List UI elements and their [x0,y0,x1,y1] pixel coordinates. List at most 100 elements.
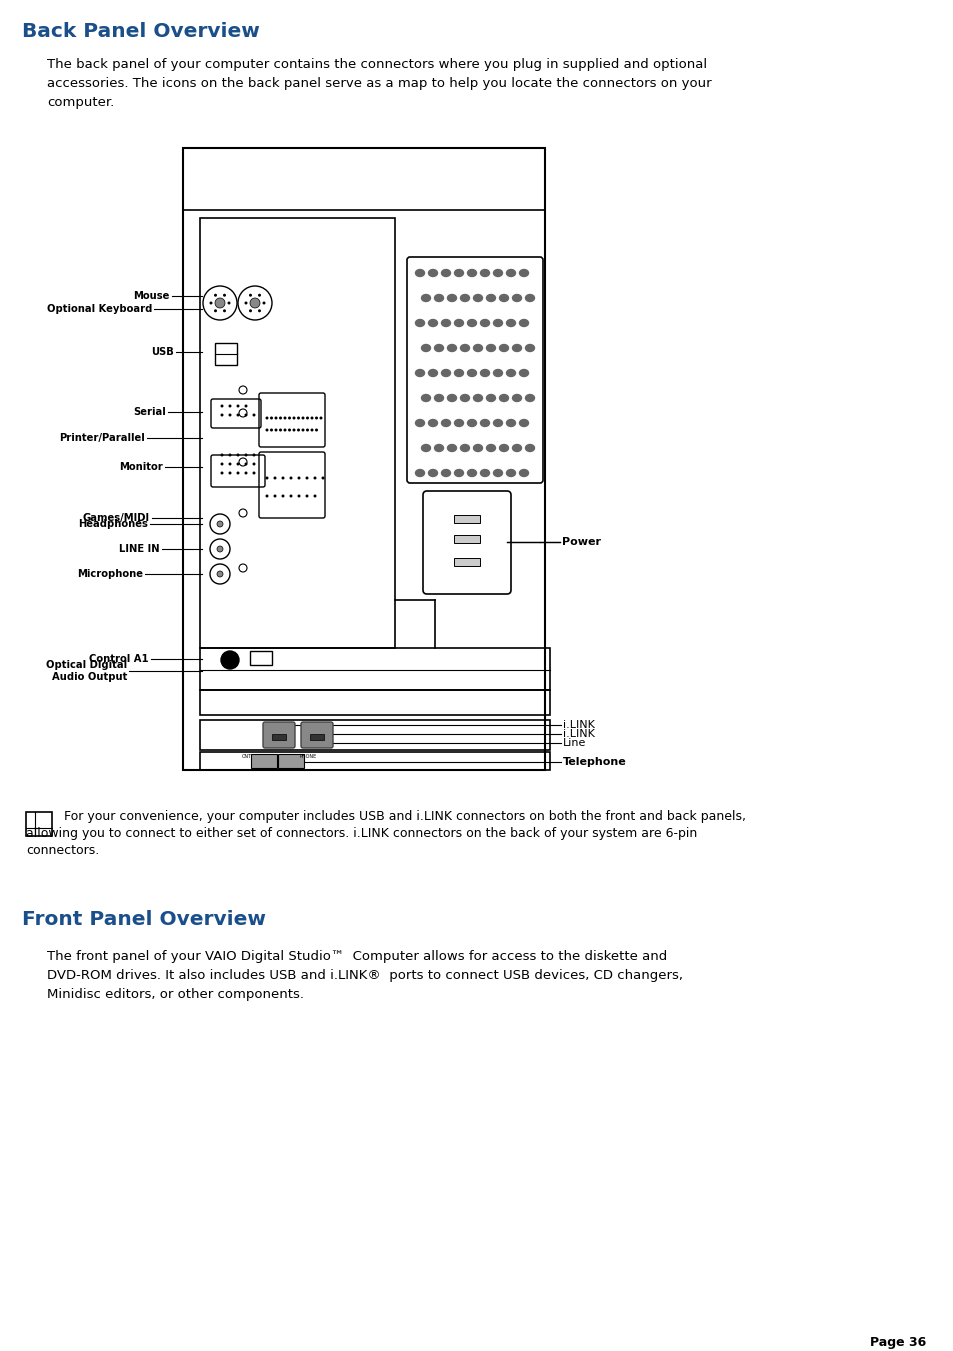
Circle shape [314,494,316,497]
Bar [200,690,550,715]
Circle shape [249,309,252,312]
Ellipse shape [447,394,456,401]
Circle shape [314,416,317,420]
Ellipse shape [486,295,495,301]
Ellipse shape [434,444,443,451]
Circle shape [223,309,226,312]
Circle shape [293,416,295,420]
Circle shape [257,293,261,297]
Circle shape [310,428,314,431]
Ellipse shape [506,420,515,427]
Text: Telephone: Telephone [562,757,626,767]
Ellipse shape [454,420,463,427]
Circle shape [289,477,293,480]
Circle shape [253,413,255,416]
Bar [272,734,286,740]
Text: Microphone: Microphone [77,569,143,580]
Text: USB: USB [152,347,173,357]
Bar [454,535,479,543]
Circle shape [220,413,223,416]
Ellipse shape [460,345,469,351]
Ellipse shape [525,444,534,451]
Circle shape [214,299,225,308]
Ellipse shape [506,470,515,477]
Circle shape [216,546,223,553]
Ellipse shape [416,269,424,277]
Circle shape [297,477,300,480]
Ellipse shape [428,420,437,427]
Text: i.LINK: i.LINK [562,720,595,730]
Ellipse shape [454,470,463,477]
Text: accessories. The icons on the back panel serve as a map to help you locate the c: accessories. The icons on the back panel… [47,77,711,91]
Text: Mouse: Mouse [133,290,170,301]
Text: Monitor: Monitor [119,462,163,471]
Ellipse shape [460,295,469,301]
Ellipse shape [480,470,489,477]
Circle shape [310,416,314,420]
Ellipse shape [421,345,430,351]
Circle shape [270,416,273,420]
Circle shape [265,494,268,497]
Circle shape [216,571,223,577]
Circle shape [301,428,304,431]
Circle shape [306,416,309,420]
Ellipse shape [460,394,469,401]
Circle shape [257,309,261,312]
Ellipse shape [441,470,450,477]
Circle shape [229,471,232,474]
Ellipse shape [441,269,450,277]
Text: Serial: Serial [133,407,166,417]
Circle shape [220,404,223,408]
Circle shape [297,494,300,497]
Text: DVD-ROM drives. It also includes USB and i.LINK®  ports to connect USB devices, : DVD-ROM drives. It also includes USB and… [47,969,682,982]
Bar [251,754,276,767]
Ellipse shape [467,269,476,277]
Ellipse shape [499,444,508,451]
Ellipse shape [519,470,528,477]
Ellipse shape [454,370,463,377]
Bar [277,754,304,767]
Text: computer.: computer. [47,96,114,109]
Ellipse shape [473,295,482,301]
Circle shape [229,454,232,457]
Circle shape [265,416,268,420]
Ellipse shape [480,420,489,427]
Ellipse shape [473,394,482,401]
Ellipse shape [480,319,489,327]
Circle shape [229,404,232,408]
Circle shape [221,651,239,669]
Bar [200,753,550,770]
Circle shape [244,462,247,466]
Text: Printer/Parallel: Printer/Parallel [59,434,145,443]
Circle shape [296,428,299,431]
Ellipse shape [416,370,424,377]
Ellipse shape [447,444,456,451]
Circle shape [274,477,276,480]
Ellipse shape [454,269,463,277]
Circle shape [220,454,223,457]
FancyBboxPatch shape [263,721,294,748]
Text: Minidisc editors, or other components.: Minidisc editors, or other components. [47,988,304,1001]
Ellipse shape [499,345,508,351]
Circle shape [301,416,304,420]
Ellipse shape [519,269,528,277]
Ellipse shape [447,295,456,301]
Circle shape [223,293,226,297]
Circle shape [319,416,322,420]
Ellipse shape [416,470,424,477]
Circle shape [244,471,247,474]
Circle shape [229,413,232,416]
Bar [26,812,52,836]
Circle shape [213,293,216,297]
Circle shape [236,471,239,474]
Text: Headphones: Headphones [78,519,148,530]
Circle shape [244,301,247,304]
Ellipse shape [467,370,476,377]
Ellipse shape [525,394,534,401]
Circle shape [314,428,317,431]
Bar [310,734,324,740]
Ellipse shape [467,319,476,327]
Ellipse shape [525,345,534,351]
Ellipse shape [506,269,515,277]
Ellipse shape [512,394,521,401]
